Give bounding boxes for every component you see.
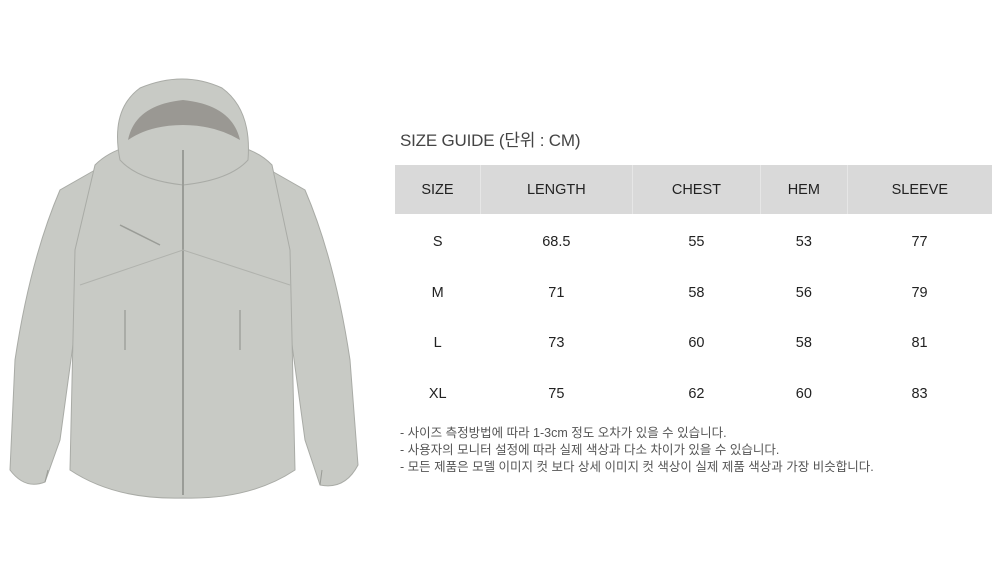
table-cell: 71 — [548, 284, 565, 301]
table-cell: 58 — [795, 335, 812, 352]
column-header: SIZE — [395, 165, 481, 214]
note-item: - 사용자의 모니터 설정에 따라 실제 색상과 다소 차이가 있을 수 있습니… — [400, 443, 780, 457]
table-cell: XL — [428, 385, 447, 402]
table-cell: 60 — [795, 385, 812, 402]
size-guide-title: SIZE GUIDE (단위 : CM) — [400, 131, 581, 150]
table-cell: 68.5 — [542, 234, 571, 251]
table-row: M 71 58 56 79 — [395, 268, 992, 319]
table-cell: 79 — [911, 284, 928, 301]
table-cell: 56 — [795, 284, 812, 301]
column-header: CHEST — [631, 165, 761, 214]
table-cell: 73 — [548, 335, 565, 352]
column-header: LENGTH — [479, 165, 633, 214]
table-row: S 68.5 55 53 77 — [395, 214, 992, 268]
column-header: SLEEVE — [846, 165, 992, 214]
table-cell: S — [432, 234, 443, 251]
table-cell: 62 — [688, 385, 705, 402]
table-cell: M — [431, 284, 444, 301]
table-cell: 75 — [548, 385, 565, 402]
table-header-row: SIZE LENGTH CHEST HEM SLEEVE — [395, 165, 992, 214]
table-cell: 81 — [911, 335, 928, 352]
table-cell: 83 — [911, 385, 928, 402]
table-cell: 60 — [688, 335, 705, 352]
table-cell: 53 — [795, 234, 812, 251]
size-notes: - 사이즈 측정방법에 따라 1-3cm 정도 오차가 있을 수 있습니다. -… — [400, 425, 874, 476]
size-table: SIZE LENGTH CHEST HEM SLEEVE S 68.5 55 5… — [395, 165, 992, 419]
jacket-product-image — [9, 78, 359, 499]
table-row: L 73 60 58 81 — [395, 318, 992, 369]
table-cell: 55 — [688, 234, 705, 251]
column-header: HEM — [760, 165, 848, 214]
note-item: - 사이즈 측정방법에 따라 1-3cm 정도 오차가 있을 수 있습니다. — [400, 426, 727, 440]
table-cell: 58 — [688, 284, 705, 301]
table-cell: 77 — [911, 234, 928, 251]
table-row: XL 75 62 60 83 — [395, 369, 992, 420]
table-cell: L — [433, 335, 442, 352]
note-item: - 모든 제품은 모델 이미지 컷 보다 상세 이미지 컷 색상이 실제 제품 … — [400, 460, 874, 474]
